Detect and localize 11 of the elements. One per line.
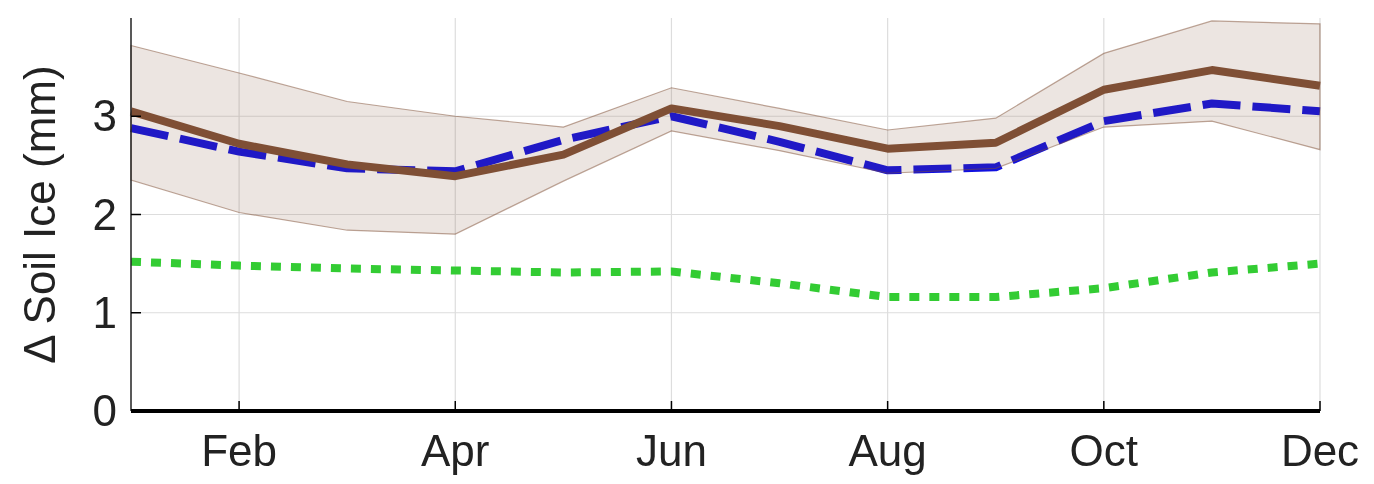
y-axis-title: Δ Soil Ice (mm) (15, 65, 64, 364)
x-tick-label: Dec (1280, 426, 1360, 475)
x-tick-label: Jun (635, 426, 707, 475)
x-tick-label: Oct (1069, 426, 1139, 475)
x-tick-label: Aug (848, 426, 927, 475)
y-tick-label: 3 (92, 91, 117, 141)
y-tick-label: 1 (92, 287, 117, 337)
y-tick-label: 2 (92, 189, 117, 239)
y-tick-label: 0 (92, 386, 117, 435)
x-tick-label: Apr (421, 426, 490, 475)
x-tick-label: Feb (201, 426, 277, 475)
